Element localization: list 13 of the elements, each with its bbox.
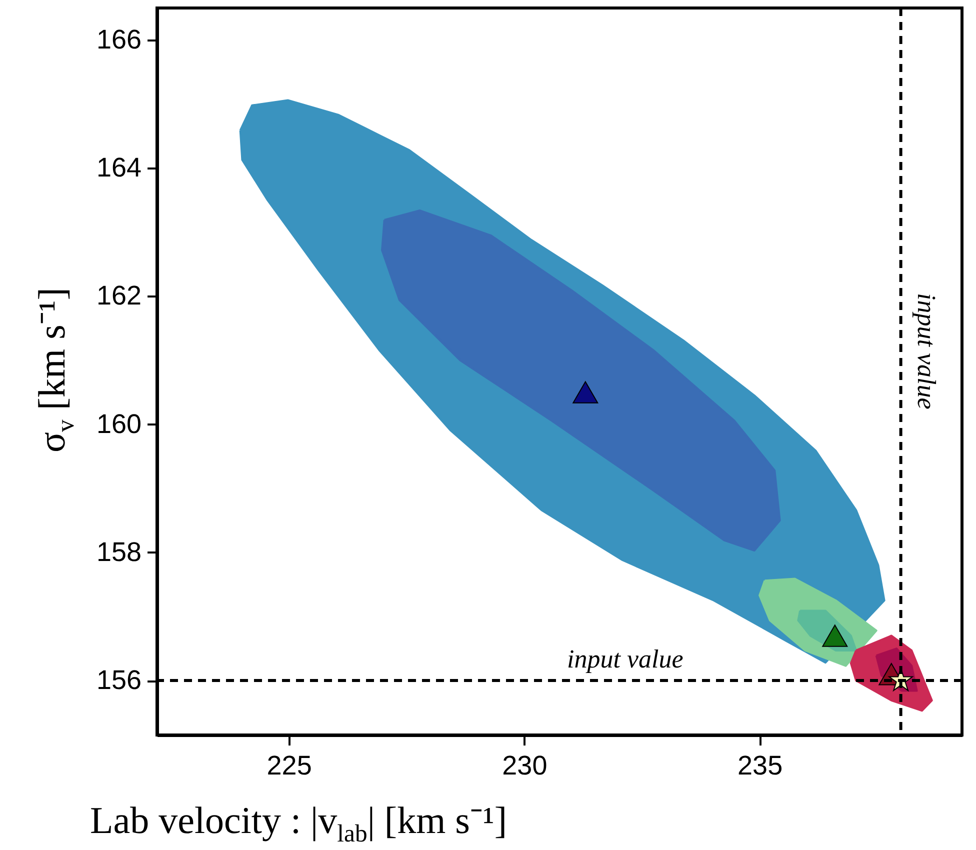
y-tick-label: 156 [96, 665, 142, 696]
ref-line-label: input value [567, 644, 684, 674]
x-tick-label: 225 [266, 750, 312, 780]
x-tick-label: 230 [502, 750, 548, 780]
y-tick-label: 160 [96, 408, 142, 439]
x-axis-title: Lab velocity : |v$_{lab}$| [km s⁻¹] [90, 799, 507, 849]
y-tick-label: 166 [96, 24, 142, 55]
y-tick-label: 162 [96, 280, 142, 311]
ref-line-label: input value [912, 293, 941, 410]
y-tick-label: 158 [96, 536, 142, 567]
y-tick-label: 164 [96, 152, 142, 183]
x-tick-label: 235 [738, 750, 783, 780]
point [572, 381, 598, 404]
